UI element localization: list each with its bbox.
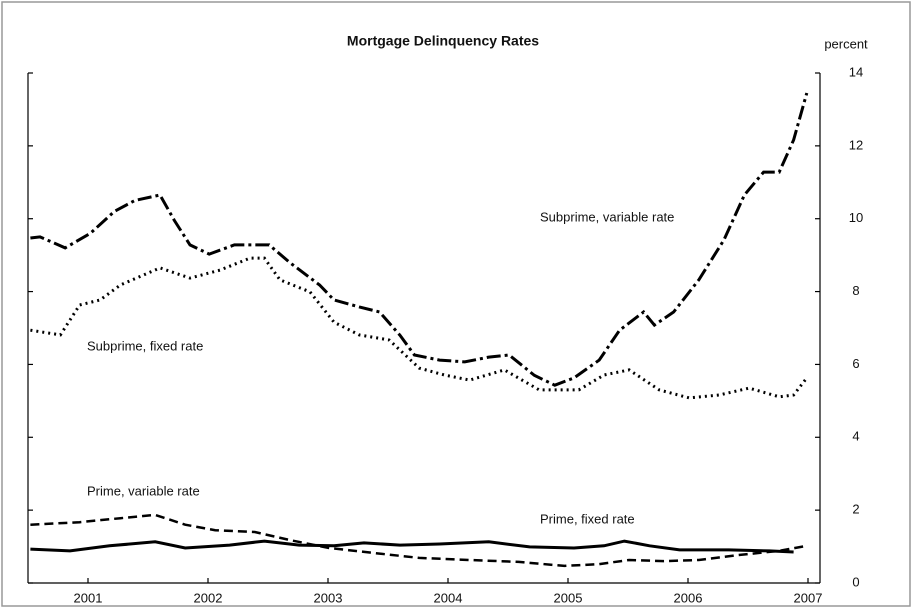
y-tick-label: 10 (849, 210, 863, 225)
series-label: Prime, variable rate (87, 483, 200, 498)
y-tick-label: 6 (852, 356, 859, 371)
series-line (30, 513, 808, 568)
x-tick-label: 2001 (74, 590, 103, 605)
x-tick-label: 2005 (554, 590, 583, 605)
series-line (30, 539, 794, 554)
chart-title: Mortgage Delinquency Rates (347, 33, 539, 49)
series-label: Prime, fixed rate (540, 511, 635, 526)
x-tick-label: 2002 (194, 590, 223, 605)
series-line (30, 256, 808, 400)
x-tick-label: 2004 (434, 590, 463, 605)
x-tick-label: 2007 (794, 590, 823, 605)
y-tick-label: 14 (849, 64, 863, 79)
y-tick-label: 8 (852, 283, 859, 298)
x-tick-label: 2003 (314, 590, 343, 605)
y-tick-label: 0 (852, 574, 859, 589)
series-line (30, 92, 809, 387)
x-tick-label: 2006 (674, 590, 703, 605)
series-label: Subprime, variable rate (540, 209, 674, 224)
series-label: Subprime, fixed rate (87, 338, 203, 353)
y-tick-label: 2 (852, 502, 859, 517)
y-tick-label: 12 (849, 137, 863, 152)
y-tick-label: 4 (852, 429, 859, 444)
y-axis-label: percent (824, 36, 868, 51)
